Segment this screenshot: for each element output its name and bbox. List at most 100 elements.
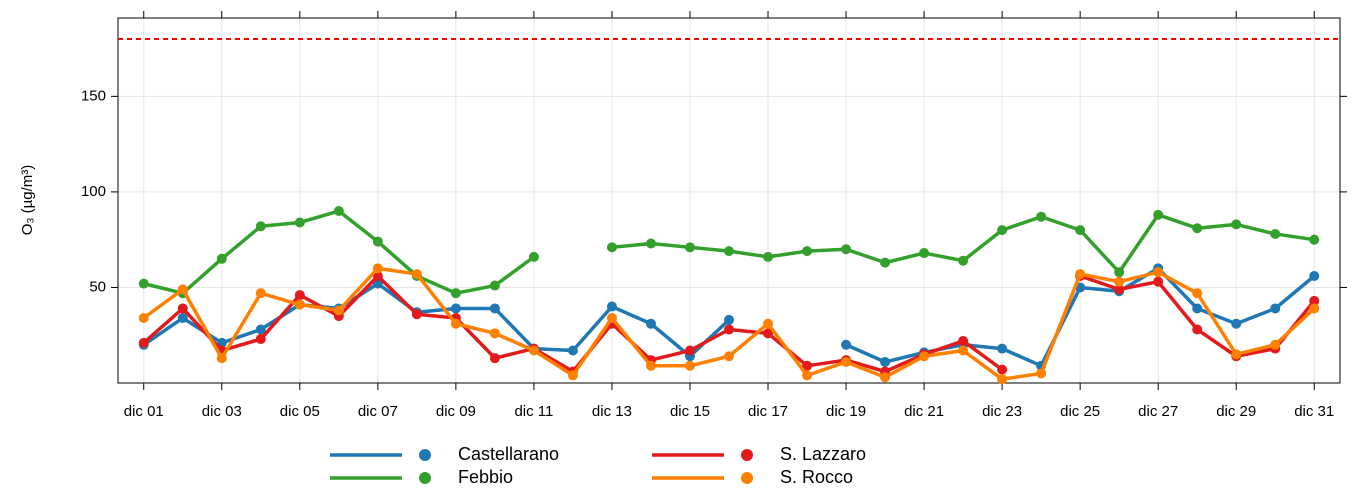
data-point bbox=[138, 337, 149, 348]
data-point bbox=[177, 303, 188, 314]
data-point bbox=[333, 305, 344, 316]
data-point bbox=[763, 251, 774, 262]
data-point bbox=[294, 299, 305, 310]
x-tick-label: dic 05 bbox=[280, 403, 320, 420]
data-point bbox=[489, 303, 500, 314]
data-point bbox=[645, 318, 656, 329]
data-point bbox=[606, 301, 617, 312]
data-point bbox=[645, 238, 656, 249]
y-tick-label: 150 bbox=[81, 87, 106, 104]
x-tick-label: dic 21 bbox=[904, 403, 944, 420]
data-point bbox=[489, 328, 500, 339]
x-tick-label: dic 01 bbox=[124, 403, 164, 420]
data-point bbox=[606, 242, 617, 253]
data-point bbox=[1075, 269, 1086, 280]
data-point bbox=[880, 356, 891, 367]
data-point bbox=[411, 269, 422, 280]
legend-marker bbox=[419, 472, 431, 484]
data-point bbox=[802, 246, 813, 257]
y-tick-label: 50 bbox=[89, 278, 106, 295]
data-point bbox=[1114, 276, 1125, 287]
data-point bbox=[645, 360, 656, 371]
data-point bbox=[1231, 318, 1242, 329]
x-tick-label: dic 09 bbox=[436, 403, 476, 420]
data-point bbox=[1231, 349, 1242, 360]
legend-marker bbox=[741, 449, 753, 461]
data-point bbox=[763, 328, 774, 339]
data-point bbox=[1309, 303, 1320, 314]
x-tick-label: dic 15 bbox=[670, 403, 710, 420]
data-point bbox=[802, 370, 813, 381]
data-point bbox=[528, 345, 539, 356]
data-point bbox=[1270, 303, 1281, 314]
x-tick-label: dic 25 bbox=[1060, 403, 1100, 420]
data-point bbox=[255, 324, 266, 335]
data-point bbox=[1192, 303, 1203, 314]
data-point bbox=[411, 309, 422, 320]
x-tick-label: dic 27 bbox=[1138, 403, 1178, 420]
data-point bbox=[372, 263, 383, 274]
data-point bbox=[1231, 219, 1242, 230]
data-point bbox=[684, 345, 695, 356]
data-point bbox=[724, 246, 734, 257]
data-point bbox=[724, 314, 734, 325]
data-point bbox=[372, 278, 383, 289]
data-point bbox=[177, 313, 188, 324]
data-point bbox=[1192, 223, 1203, 234]
data-point bbox=[997, 343, 1008, 354]
data-point bbox=[1036, 211, 1047, 222]
data-point bbox=[1075, 225, 1086, 236]
data-point bbox=[489, 353, 500, 364]
x-tick-label: dic 11 bbox=[514, 403, 553, 420]
data-point bbox=[567, 345, 578, 356]
data-point bbox=[294, 290, 305, 301]
data-point bbox=[333, 206, 344, 217]
data-point bbox=[958, 255, 969, 266]
data-point bbox=[138, 278, 149, 289]
data-point bbox=[216, 353, 227, 364]
x-tick-label: dic 07 bbox=[358, 403, 398, 420]
data-point bbox=[450, 303, 461, 314]
plot-frame bbox=[117, 17, 1341, 384]
y-tick-label: 100 bbox=[81, 183, 106, 200]
data-point bbox=[684, 360, 695, 371]
data-point bbox=[841, 356, 852, 367]
data-point bbox=[1309, 295, 1320, 306]
data-point bbox=[1270, 228, 1281, 239]
data-point bbox=[958, 335, 969, 346]
data-point bbox=[919, 351, 930, 362]
x-tick-label: dic 29 bbox=[1216, 403, 1256, 420]
x-tick-label: dic 17 bbox=[748, 403, 788, 420]
data-point bbox=[1114, 284, 1125, 295]
data-point bbox=[1309, 270, 1320, 281]
data-point bbox=[1153, 209, 1164, 220]
data-point bbox=[802, 360, 813, 371]
legend-label: Febbio bbox=[458, 467, 513, 487]
x-tick-label: dic 03 bbox=[202, 403, 242, 420]
x-tick-label: dic 23 bbox=[982, 403, 1022, 420]
data-point bbox=[1192, 288, 1203, 299]
data-point bbox=[684, 242, 695, 253]
data-point bbox=[606, 313, 617, 324]
data-point bbox=[450, 318, 461, 329]
data-point bbox=[1153, 276, 1164, 287]
data-point bbox=[1036, 368, 1047, 379]
data-point bbox=[958, 345, 969, 356]
y-axis-label: O₃ (µg/m³) bbox=[19, 165, 36, 236]
data-point bbox=[255, 334, 266, 345]
data-point bbox=[294, 217, 305, 228]
data-point bbox=[841, 339, 852, 350]
data-point bbox=[880, 257, 891, 268]
data-point bbox=[216, 253, 227, 264]
data-point bbox=[997, 374, 1008, 385]
data-point bbox=[1309, 234, 1320, 245]
data-point bbox=[567, 370, 578, 381]
x-tick-label: dic 31 bbox=[1294, 403, 1334, 420]
data-point bbox=[1270, 339, 1281, 350]
data-point bbox=[997, 364, 1008, 375]
data-point bbox=[177, 284, 188, 295]
data-point bbox=[763, 318, 774, 329]
x-tick-label: dic 19 bbox=[826, 403, 866, 420]
data-point bbox=[724, 324, 734, 335]
